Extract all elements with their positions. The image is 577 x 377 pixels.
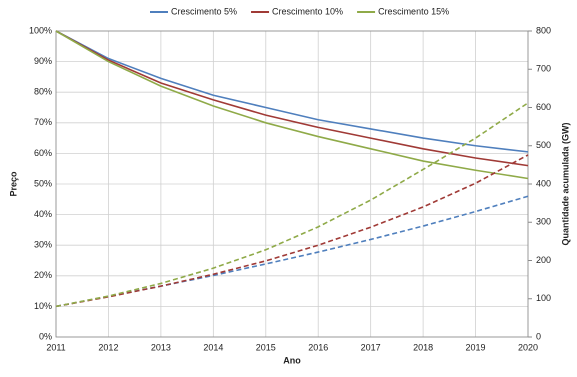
y-axis-title: Preço: [8, 171, 18, 197]
y2-axis-title: Quantidade acumulada (GW): [560, 122, 570, 245]
x-tick-label: 2020: [518, 342, 538, 352]
line: [55, 30, 529, 167]
y2-tick-label: 200: [536, 255, 551, 265]
y-tick-label: 50%: [34, 178, 52, 188]
dashed-line: [55, 154, 529, 308]
x-tick-label: 2016: [308, 342, 328, 352]
y-tick-label: 0%: [39, 331, 52, 341]
line: [55, 30, 529, 153]
y2-tick-label: 300: [536, 217, 551, 227]
y-tick-label: 100%: [29, 25, 52, 35]
dashed-line: [55, 102, 529, 308]
legend-label: Crescimento 15%: [378, 6, 449, 16]
dashed-line: [55, 195, 529, 308]
y2-tick-label: 800: [536, 25, 551, 35]
y-tick-label: 70%: [34, 117, 52, 127]
y2-tick-label: 400: [536, 178, 551, 188]
y2-tick-label: 100: [536, 293, 551, 303]
y-tick-label: 60%: [34, 148, 52, 158]
y-tick-label: 80%: [34, 87, 52, 97]
x-tick-label: 2013: [151, 342, 171, 352]
x-tick-label: 2012: [98, 342, 118, 352]
legend-label: Crescimento 10%: [272, 6, 343, 16]
x-tick-label: 2019: [466, 342, 486, 352]
x-tick-label: 2015: [256, 342, 276, 352]
x-tick-label: 2014: [203, 342, 223, 352]
y2-tick-label: 700: [536, 64, 551, 74]
plot-frame: [55, 30, 529, 338]
line: [55, 30, 529, 180]
x-tick-label: 2011: [46, 342, 65, 352]
y-tick-label: 10%: [34, 301, 52, 311]
y-tick-label: 90%: [34, 56, 52, 66]
y-tick-label: 20%: [34, 270, 52, 280]
legend-label: Crescimento 5%: [171, 6, 237, 16]
y2-tick-label: 0: [536, 331, 541, 341]
x-axis-title: Ano: [283, 355, 301, 365]
x-tick-label: 2017: [361, 342, 381, 352]
y-tick-label: 40%: [34, 209, 52, 219]
y2-tick-label: 600: [536, 102, 551, 112]
y2-tick-label: 500: [536, 140, 551, 150]
y-tick-label: 30%: [34, 240, 52, 250]
x-tick-label: 2018: [413, 342, 433, 352]
